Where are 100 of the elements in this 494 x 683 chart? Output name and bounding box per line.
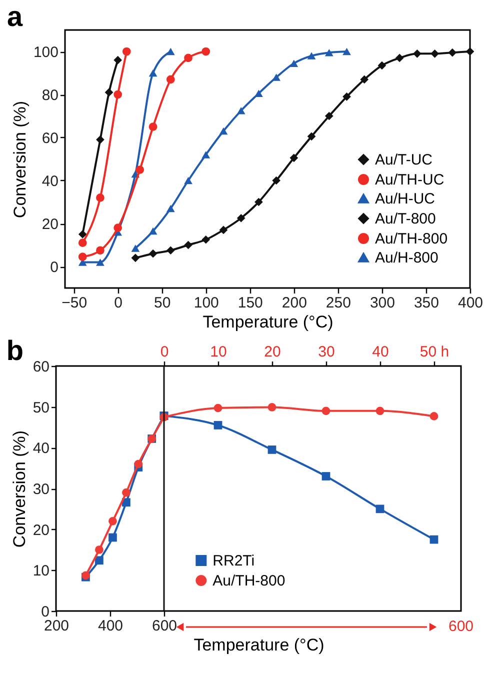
point <box>96 194 104 202</box>
legend-label: Au/TH-UC <box>375 172 444 188</box>
legend-label: Au/T-800 <box>375 210 436 228</box>
y-tick-label: 0 <box>41 604 50 620</box>
point <box>184 176 192 184</box>
y-tick-label: 100 <box>33 44 58 61</box>
point <box>254 198 263 206</box>
point <box>108 533 117 542</box>
point <box>122 488 130 497</box>
x-tick-label: 200 <box>282 294 307 312</box>
point <box>342 92 351 101</box>
point <box>166 75 175 84</box>
x-tick-label: 0 <box>114 294 122 312</box>
point <box>78 230 87 238</box>
point <box>78 238 87 248</box>
point <box>78 252 87 261</box>
x-tick-label: −50 <box>62 294 88 312</box>
point <box>95 546 104 554</box>
legend-label: Au/H-UC <box>375 190 436 208</box>
x2-tick-label: 10 <box>210 344 227 360</box>
point <box>466 47 474 56</box>
point <box>148 122 158 131</box>
point <box>148 249 158 258</box>
x-axis-title: Temperature (°C) <box>194 636 324 654</box>
point <box>236 107 246 114</box>
point <box>104 88 114 97</box>
legend-label: Au/T-UC <box>375 152 433 168</box>
point <box>430 49 439 58</box>
y-tick-label: 60 <box>32 358 50 376</box>
x-tick-label: 400 <box>458 294 484 312</box>
chart-title: b <box>6 335 24 366</box>
point <box>114 224 122 232</box>
point <box>219 226 228 234</box>
x-tick-label: 300 <box>370 294 395 312</box>
y-axis-title: Conversion (%) <box>10 100 30 218</box>
y-axis-title: Conversion (%) <box>10 430 29 548</box>
x-tick-label: 200 <box>44 618 70 634</box>
point <box>114 56 122 64</box>
y-tick-label: 20 <box>42 216 58 233</box>
point <box>131 254 140 262</box>
point <box>290 154 298 162</box>
point <box>202 151 210 158</box>
point <box>108 516 117 526</box>
point <box>395 54 404 62</box>
x-tick-label: 150 <box>238 294 263 312</box>
point <box>96 246 104 255</box>
point <box>122 47 131 56</box>
point <box>272 74 280 81</box>
y-tick-label: 20 <box>32 522 50 539</box>
legend-label: Au/TH-800 <box>375 230 448 248</box>
point <box>184 54 192 62</box>
y-tick-label: 40 <box>42 173 58 190</box>
point <box>114 90 122 99</box>
point <box>134 460 143 468</box>
y-tick-label: 80 <box>42 87 58 104</box>
point <box>202 47 210 56</box>
point <box>254 90 263 98</box>
x2-tick-label: 40 <box>372 344 389 360</box>
x-tick-label: 100 <box>194 294 219 312</box>
point <box>342 48 351 56</box>
point <box>290 60 298 67</box>
point <box>166 48 175 56</box>
point <box>136 166 144 174</box>
legend-label: Au/TH-800 <box>212 572 286 590</box>
point <box>131 244 140 252</box>
legend-label: RR2Ti <box>212 552 255 570</box>
point <box>378 61 386 70</box>
point <box>95 556 104 565</box>
x-tick-label: 50 <box>154 294 171 312</box>
point <box>307 52 316 60</box>
x-tick-label: 600 <box>152 618 178 634</box>
legend-label: Au/H-800 <box>375 250 438 266</box>
y-tick-label: 10 <box>32 562 50 580</box>
point <box>324 48 334 56</box>
y-tick-label: 40 <box>32 440 50 458</box>
y-tick-label: 0 <box>50 259 58 276</box>
point <box>96 258 104 266</box>
point <box>148 69 158 77</box>
y-tick-label: 50 <box>32 399 50 416</box>
y-tick-label: 30 <box>32 481 50 498</box>
point <box>448 48 457 57</box>
point <box>96 135 104 144</box>
point <box>166 204 175 212</box>
point <box>148 227 158 235</box>
x-tick-label: 400 <box>98 618 124 634</box>
point <box>219 127 228 135</box>
point <box>236 214 246 222</box>
x2-tick-label: 0 <box>160 344 169 360</box>
x-axis-title: Temperature (°C) <box>202 312 334 332</box>
x2-tick-label: 50 h <box>420 344 450 360</box>
point <box>412 49 422 58</box>
x-tick-label: 350 <box>414 294 439 312</box>
x2-tick-label: 30 <box>318 344 335 360</box>
point <box>360 75 369 84</box>
point <box>202 235 210 244</box>
point <box>307 132 316 141</box>
point <box>166 246 175 255</box>
point <box>324 112 334 120</box>
y-tick-label: 60 <box>42 130 58 147</box>
point <box>184 240 192 250</box>
